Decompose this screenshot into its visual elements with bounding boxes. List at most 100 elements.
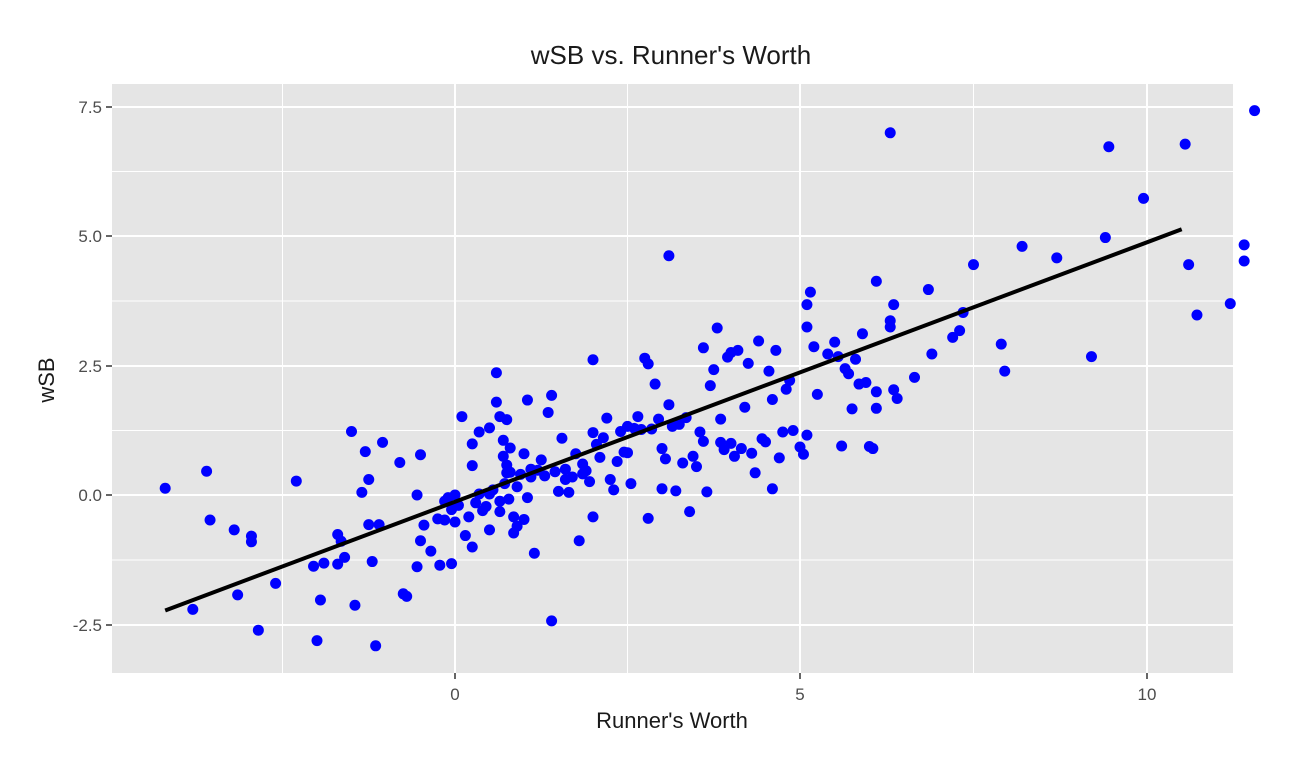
data-point xyxy=(449,489,461,501)
data-point xyxy=(377,436,389,448)
data-point xyxy=(563,486,575,498)
data-point xyxy=(711,322,723,334)
data-point xyxy=(311,635,323,647)
data-point xyxy=(684,506,696,518)
data-point xyxy=(704,380,716,392)
data-point xyxy=(1249,105,1261,117)
x-tick-label: 0 xyxy=(450,685,459,704)
data-point xyxy=(735,443,747,455)
data-point xyxy=(822,348,834,360)
y-axis-ticks: -2.5 0.0 2.5 5.0 7.5 xyxy=(73,98,112,635)
data-point xyxy=(622,447,633,459)
data-point xyxy=(363,519,375,531)
data-point xyxy=(484,422,495,434)
data-point xyxy=(659,453,671,465)
data-point xyxy=(573,535,585,547)
y-tick-label: 5.0 xyxy=(78,227,102,246)
data-point xyxy=(535,454,547,466)
data-point xyxy=(584,476,596,488)
data-point xyxy=(777,426,789,438)
data-point xyxy=(459,530,471,542)
data-point xyxy=(708,364,720,376)
data-point xyxy=(1016,240,1028,252)
data-point xyxy=(363,474,375,486)
major-gridlines xyxy=(112,84,1233,673)
data-point xyxy=(434,559,446,571)
data-point xyxy=(470,497,482,509)
data-point xyxy=(463,511,475,523)
data-point xyxy=(466,438,478,450)
data-point xyxy=(653,413,665,425)
data-point xyxy=(860,377,872,389)
data-point xyxy=(339,551,351,563)
data-point xyxy=(766,483,778,495)
data-point xyxy=(314,594,326,606)
data-point xyxy=(370,640,382,652)
data-point xyxy=(446,558,458,570)
data-point xyxy=(656,443,668,455)
data-point xyxy=(780,383,792,395)
data-point xyxy=(511,520,523,532)
data-point xyxy=(490,367,502,379)
data-point xyxy=(359,446,371,458)
data-point xyxy=(770,344,782,356)
data-point xyxy=(632,411,644,423)
data-point xyxy=(773,452,785,464)
data-point xyxy=(888,299,900,311)
data-point xyxy=(559,463,571,475)
data-point xyxy=(1238,239,1250,251)
data-point xyxy=(922,284,934,296)
data-point xyxy=(594,451,606,463)
data-point xyxy=(677,457,689,469)
data-point xyxy=(691,461,702,473)
data-point xyxy=(425,545,437,557)
data-point xyxy=(1138,192,1150,204)
data-point xyxy=(411,561,423,573)
y-axis-title: wSB xyxy=(34,357,59,403)
data-point xyxy=(701,486,713,498)
data-point xyxy=(542,406,554,418)
data-point xyxy=(546,615,558,627)
data-point xyxy=(245,536,257,548)
data-point xyxy=(587,511,599,523)
data-point xyxy=(503,493,515,505)
data-point xyxy=(473,426,485,438)
data-point xyxy=(366,556,378,568)
data-point xyxy=(597,432,609,444)
data-point xyxy=(728,450,740,462)
data-point xyxy=(999,365,1011,377)
data-point xyxy=(746,447,758,459)
data-point xyxy=(760,436,771,448)
data-point xyxy=(697,342,709,354)
data-point xyxy=(829,336,841,348)
data-point xyxy=(204,514,216,526)
data-point xyxy=(521,394,533,406)
data-point xyxy=(850,353,862,365)
data-point xyxy=(846,403,858,415)
data-point xyxy=(349,599,361,611)
data-point xyxy=(556,432,568,444)
data-point xyxy=(884,321,896,333)
data-point xyxy=(484,524,495,536)
data-point xyxy=(625,478,637,490)
y-tick-label: 0.0 xyxy=(78,486,102,505)
data-point xyxy=(290,475,302,487)
data-point xyxy=(804,286,816,298)
data-point xyxy=(663,399,675,411)
x-tick-label: 5 xyxy=(795,685,804,704)
data-point xyxy=(656,483,668,495)
data-point xyxy=(926,348,938,360)
data-point xyxy=(749,467,761,479)
data-point xyxy=(411,489,423,501)
data-point xyxy=(480,500,492,512)
data-point xyxy=(753,335,765,347)
data-point xyxy=(884,127,896,139)
data-point xyxy=(673,418,685,430)
data-point xyxy=(187,603,199,615)
data-point xyxy=(201,465,213,477)
data-point xyxy=(797,448,809,460)
data-point xyxy=(232,589,244,601)
data-point xyxy=(439,514,451,526)
data-point xyxy=(1191,309,1203,321)
data-point xyxy=(553,485,564,497)
